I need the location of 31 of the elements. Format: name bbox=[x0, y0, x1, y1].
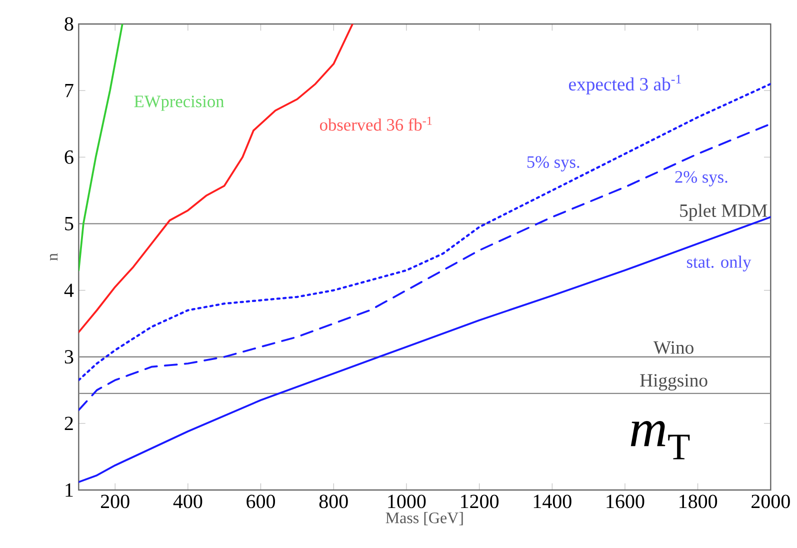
y-tick-label: 6 bbox=[64, 150, 74, 164]
x-tick-label: 1000 bbox=[388, 494, 426, 508]
ref-line-label: Wino bbox=[653, 341, 694, 354]
ref-line-label: 5plet MDM bbox=[680, 204, 768, 221]
annotation: expected 3 ab$^{-1}$ bbox=[568, 74, 681, 94]
series-label: stat. only bbox=[686, 256, 752, 272]
x-tick-label: 600 bbox=[246, 494, 276, 508]
y-tick-label: 2 bbox=[64, 416, 73, 430]
x-tick-label: 200 bbox=[100, 494, 130, 508]
y-tick-label: 5 bbox=[65, 217, 74, 230]
series-label: 5% sys. bbox=[527, 156, 580, 172]
y-tick-label: 1 bbox=[66, 483, 73, 497]
series-label: EWprecision bbox=[134, 96, 224, 111]
x-tick-label: 1400 bbox=[534, 494, 572, 508]
ref-line-label: Higgsino bbox=[640, 374, 708, 391]
series-label: 2% sys. bbox=[675, 171, 728, 186]
y-tick-label: 4 bbox=[64, 284, 74, 297]
y-axis-title: n bbox=[50, 253, 58, 261]
x-tick-label: 800 bbox=[319, 494, 348, 508]
y-tick-label: 3 bbox=[64, 350, 74, 364]
x-tick-label: 400 bbox=[173, 494, 202, 508]
x-tick-label: 1200 bbox=[461, 494, 499, 508]
line-series bbox=[78, 24, 124, 272]
x-tick-label: 1800 bbox=[680, 494, 718, 508]
y-tick-label: 8 bbox=[64, 17, 74, 31]
y-tick-label: 7 bbox=[65, 84, 74, 98]
series-label: observed 36 fb$^{-1}$ bbox=[320, 116, 432, 131]
x-tick-label: 2000 bbox=[752, 494, 790, 508]
annotation: m$_{T}$ bbox=[630, 421, 690, 460]
x-axis-title: Mass [GeV] bbox=[386, 512, 463, 526]
x-tick-label: 1600 bbox=[606, 494, 644, 508]
